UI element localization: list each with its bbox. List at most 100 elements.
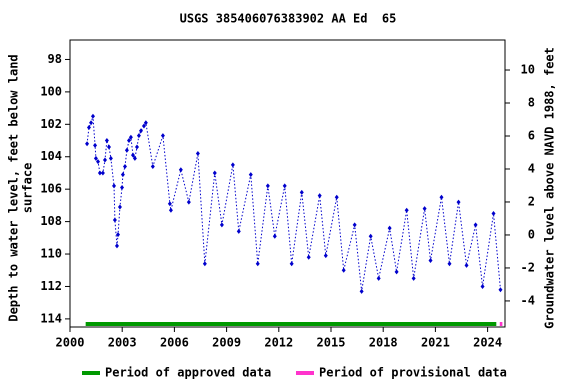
y-tick-label: 102 [40,117,62,131]
data-point [212,170,217,176]
data-point [90,113,95,119]
data-point [86,125,91,131]
data-point [141,123,146,129]
data-point [93,155,98,161]
data-point [394,269,399,275]
data-point [323,253,328,259]
data-point [186,199,191,205]
data-point [100,170,105,176]
data-point [124,147,129,153]
data-point [464,262,469,268]
data-point [160,133,165,139]
y2-tick-label: 0 [528,227,535,241]
data-point [498,287,503,293]
data-point [89,120,94,126]
data-point [97,170,102,176]
data-point [117,204,122,210]
x-tick-label: 2009 [212,336,241,350]
data-point [299,189,304,195]
data-point [376,275,381,281]
period-bar [85,322,497,326]
data-point [411,275,416,281]
data-point [138,128,143,134]
data-line [86,116,501,292]
y-axis-label: surface [21,163,35,214]
data-point [282,183,287,189]
data-point [456,199,461,205]
data-point [126,138,131,144]
data-point [334,194,339,200]
data-point [272,233,277,239]
data-point [116,232,121,238]
x-tick-label: 2000 [56,336,85,350]
data-point [306,254,311,260]
data-point [120,172,125,178]
data-point [168,207,173,213]
x-tick-label: 2012 [264,336,293,350]
y-tick-label: 114 [40,311,62,325]
data-point [106,144,111,150]
data-point [491,210,496,216]
y2-tick-label: 4 [528,161,535,175]
data-point [359,288,364,294]
data-point [112,183,117,189]
data-point [122,163,127,169]
period-bar [499,322,503,326]
y2-tick-label: -2 [521,260,535,274]
data-point [219,222,224,228]
data-point [341,267,346,273]
data-point [108,155,113,161]
data-point [130,152,135,158]
y-tick-label: 98 [48,52,62,66]
data-point [480,283,485,289]
data-point [96,159,101,165]
legend-label: Period of provisional data [319,366,507,380]
data-point [317,193,322,199]
data-point [167,201,172,207]
y-tick-label: 100 [40,84,62,98]
y2-tick-label: 8 [528,96,535,110]
data-point [422,206,427,212]
data-point [104,138,109,144]
y-tick-label: 110 [40,247,62,261]
data-point [85,141,90,147]
data-point [230,162,235,168]
data-point [134,144,139,150]
data-point [368,233,373,239]
data-point [136,133,141,139]
data-point [255,261,260,267]
data-point [143,120,148,126]
data-point [236,228,241,234]
data-point [150,163,155,169]
data-point [404,207,409,213]
data-point [120,185,125,191]
x-tick-label: 2021 [421,336,450,350]
plot-frame [69,39,506,328]
x-tick-label: 2006 [160,336,189,350]
data-point [265,183,270,189]
y2-tick-label: -4 [521,293,535,307]
data-point [352,222,357,228]
x-tick-label: 2018 [369,336,398,350]
data-point [112,217,117,223]
y-tick-label: 104 [40,149,62,163]
data-point [128,134,133,140]
y2-axis-label: Groundwater level above NAVD 1988, feet [543,47,557,329]
y2-tick-label: 2 [528,194,535,208]
x-tick-label: 2024 [473,336,502,350]
data-point [428,258,433,264]
data-point [387,225,392,231]
x-tick-label: 2003 [108,336,137,350]
x-tick-label: 2015 [317,336,346,350]
data-point [132,155,137,161]
data-point [202,261,207,267]
data-point [102,157,107,163]
y-tick-label: 106 [40,182,62,196]
data-point [93,142,98,148]
y-tick-label: 112 [40,279,62,293]
chart-title: USGS 385406076383902 AA Ed 65 [180,12,397,26]
y2-tick-label: 10 [521,63,535,77]
y-tick-label: 108 [40,214,62,228]
data-point [114,243,119,249]
